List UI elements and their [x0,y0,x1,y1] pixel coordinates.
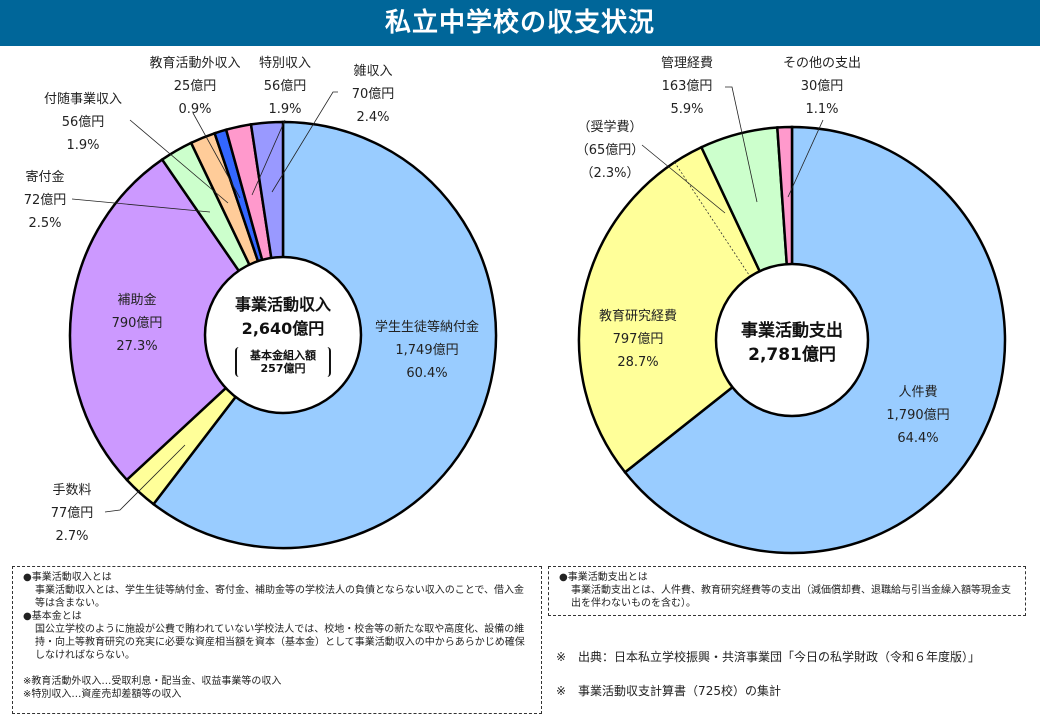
label-name: （奨学費） [577,120,643,135]
income-center-label: 事業活動収入 2,640億円 基本金組入額 257億円 [234,293,332,377]
label-name: 人件費 [898,385,938,400]
label-kanri: 管理経費 163億円 5.9% [661,52,713,121]
note-text: 事業活動収入とは、学生生徒等納付金、寄付金、補助金等の学校法人の負債とならない収… [35,585,524,609]
label-name: 寄付金 [25,170,65,185]
expense-title: 事業活動支出 [741,321,843,341]
label-amount: 77億円 [50,506,94,521]
note-footnote: ※特別収入…資産売却差額等の収入 [23,689,182,700]
label-amount: 56億円 [263,79,307,94]
label-amount: 797億円 [612,332,664,347]
expense-total: 2,781億円 [748,345,836,365]
label-zatsu: 雑収入 70億円 2.4% [352,60,395,129]
expense-pie [577,125,1007,555]
aggregate-note: ※ 事業活動収支計算書（725校）の集計 [556,684,781,698]
label-shogaku: （奨学費） （65億円） （2.3%） [576,116,645,185]
basic-fund-value: 257億円 [260,362,306,375]
label-amount: 25億円 [173,79,217,94]
label-percent: （2.3%） [580,166,640,181]
label-percent: 60.4% [406,366,448,381]
label-name: 学生生徒等納付金 [374,320,480,335]
label-kyoiku-kenkyu: 教育研究経費 797億円 28.7% [599,305,677,374]
label-percent: 2.4% [356,110,390,125]
note-footnote: ※教育活動外収入…受取利息・配当金、収益事業等の収入 [23,676,282,687]
label-amount: 163億円 [661,79,713,94]
label-percent: 64.4% [897,431,939,446]
income-total: 2,640億円 [241,319,325,338]
basic-fund-title: 基本金組入額 [249,349,316,362]
label-jinken: 人件費 1,790億円 64.4% [886,381,949,450]
label-fuzui: 付随事業収入 56億円 1.9% [44,88,122,157]
basic-fund-bracket: 基本金組入額 257億円 [234,347,332,377]
label-name: その他の支出 [782,56,862,71]
label-sonota: その他の支出 30億円 1.1% [783,52,861,121]
label-percent: 2.5% [28,216,62,231]
note-heading: ●事業活動支出とは [559,572,648,583]
label-percent: 5.9% [670,102,704,117]
label-percent: 1.9% [66,138,100,153]
label-nofukin: 学生生徒等納付金 1,749億円 60.4% [375,316,479,385]
leader-line-kyoikugai [192,112,241,199]
income-pie [68,120,498,550]
donut-hole [714,262,870,418]
label-tokubetsu: 特別収入 56億円 1.9% [259,52,311,121]
leader-line-sonota [787,119,824,198]
label-kifu: 寄付金 72億円 2.5% [24,166,67,235]
note-text: 事業活動支出とは、人件費、教育研究経費等の支出（減価償却費、退職給与引当金繰入額… [571,585,1011,609]
label-percent: 28.7% [617,355,659,370]
notes-expense: ●事業活動支出とは 事業活動支出とは、人件費、教育研究経費等の支出（減価償却費、… [548,566,1026,616]
sub-slice-boundary [674,162,751,277]
leader-line-tesuryo [104,444,186,513]
leader-line-zatsu [271,91,338,193]
label-tesuryo: 手数料 77億円 2.7% [51,479,94,548]
label-amount: 790億円 [111,316,163,331]
label-name: 雑収入 [353,64,393,79]
label-hojo: 補助金 790億円 27.3% [112,289,163,358]
pie-slice [68,157,285,482]
leader-lines [71,86,824,513]
label-percent: 2.7% [55,529,89,544]
leader-line-shogaku [641,144,726,214]
note-heading: ●基本金とは [23,611,82,622]
leader-line-fuzui [129,119,229,204]
expense-center-label: 事業活動支出 2,781億円 [741,319,843,367]
page-title: 私立中学校の収支状況 [0,0,1040,46]
label-name: 教育活動外収入 [149,56,241,71]
donut-hole [203,255,363,415]
label-percent: 1.9% [268,102,302,117]
label-name: 付随事業収入 [43,92,123,107]
label-name: 補助金 [117,293,157,308]
label-amount: （65億円） [575,143,645,158]
label-percent: 0.9% [178,102,212,117]
label-percent: 27.3% [116,339,158,354]
note-text: 国公立学校のように施設が公費で賄われていない学校法人では、校地・校舎等の新たな取… [35,624,525,661]
leader-line-tokubetsu [251,119,286,196]
label-name: 管理経費 [660,56,714,71]
label-amount: 72億円 [23,193,67,208]
source-note: ※ 出典：日本私立学校振興・共済事業団「今日の私学財政（令和６年度版）」 [556,650,981,664]
label-amount: 70億円 [351,87,395,102]
label-name: 特別収入 [258,56,312,71]
label-name: 教育研究経費 [598,309,678,324]
label-amount: 30億円 [800,79,844,94]
leader-line-kanri [725,86,758,203]
note-heading: ●事業活動収入とは [23,572,112,583]
label-name: 手数料 [52,483,92,498]
label-kyoikugai: 教育活動外収入 25億円 0.9% [149,52,240,121]
notes-income: ●事業活動収入とは 事業活動収入とは、学生生徒等納付金、寄付金、補助金等の学校法… [12,566,542,714]
label-amount: 1,790億円 [886,408,950,423]
label-amount: 1,749億円 [395,343,459,358]
leader-line-kifu [71,198,211,213]
label-percent: 1.1% [805,102,839,117]
income-title: 事業活動収入 [234,295,332,314]
label-amount: 56億円 [61,115,105,130]
